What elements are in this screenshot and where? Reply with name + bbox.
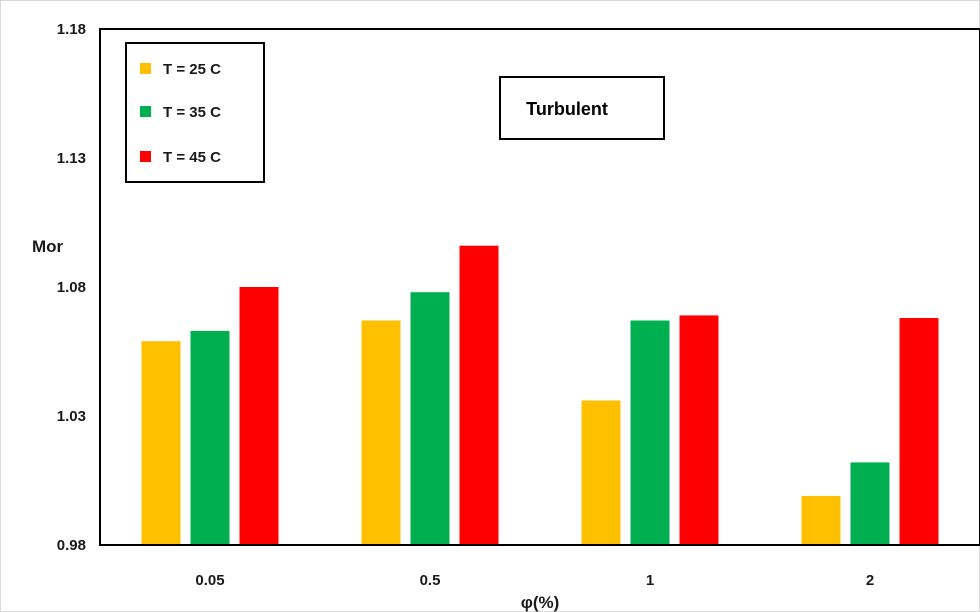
legend-label-25c: T = 25 C: [163, 61, 221, 78]
bar-t-35-c-1: [630, 320, 670, 545]
annotation-frame: [499, 76, 665, 140]
bars-group: [141, 245, 939, 545]
bar-t-45-c-1: [679, 315, 719, 545]
x-tick-label: 0.05: [195, 572, 224, 589]
x-axis-title: φ(%): [521, 593, 560, 612]
bar-t-45-c-2: [899, 318, 939, 545]
bar-t-35-c-0_5: [410, 292, 450, 545]
bar-t-35-c-2: [850, 462, 890, 545]
legend-swatch-45c: [140, 151, 151, 162]
annotation-box: Turbulent: [499, 76, 665, 140]
legend-label-45c: T = 45 C: [163, 149, 221, 166]
y-tick-label: 1.13: [57, 150, 86, 167]
bar-t-25-c-0_5: [361, 320, 401, 545]
annotation-text: Turbulent: [526, 99, 608, 119]
bar-t-35-c-0_05: [190, 330, 230, 545]
y-tick-label: 0.98: [57, 537, 86, 554]
legend-swatch-25c: [140, 63, 151, 74]
bar-t-45-c-0_5: [459, 245, 499, 545]
legend-label-35c: T = 35 C: [163, 104, 221, 121]
x-tick-label: 1: [646, 572, 654, 589]
bar-t-25-c-0_05: [141, 341, 181, 545]
bar-t-25-c-2: [801, 496, 841, 545]
y-tick-label: 1.03: [57, 408, 86, 425]
legend: T = 25 C T = 35 C T = 45 C: [125, 42, 265, 183]
bar-t-25-c-1: [581, 400, 621, 545]
x-tick-labels: 0.05 0.5 1 2: [195, 572, 874, 589]
x-tick-label: 2: [866, 572, 874, 589]
y-tick-label: 1.08: [57, 279, 86, 296]
y-axis-title: Mor: [32, 237, 64, 256]
x-tick-label: 0.5: [420, 572, 441, 589]
y-tick-label: 1.18: [57, 21, 86, 38]
bar-t-45-c-0_05: [239, 287, 279, 545]
y-tick-labels: 0.98 1.03 1.08 1.13 1.18: [57, 21, 86, 554]
plot-area-border: [99, 28, 980, 546]
legend-swatch-35c: [140, 106, 151, 117]
